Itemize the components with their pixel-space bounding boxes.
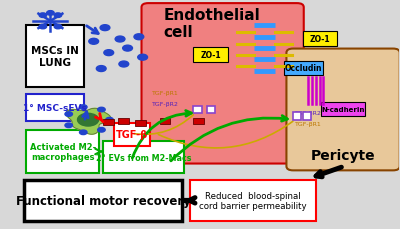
Text: Functional motor recovery: Functional motor recovery: [16, 194, 190, 207]
Circle shape: [98, 128, 105, 133]
FancyBboxPatch shape: [194, 118, 204, 125]
FancyBboxPatch shape: [118, 118, 129, 125]
Text: Pericyte: Pericyte: [311, 148, 376, 162]
Circle shape: [89, 39, 98, 45]
Text: ZO-1: ZO-1: [310, 35, 330, 44]
Text: 1° MSC-sEVs: 1° MSC-sEVs: [23, 103, 87, 112]
Circle shape: [54, 25, 62, 30]
Circle shape: [80, 105, 87, 110]
Circle shape: [39, 14, 47, 18]
FancyBboxPatch shape: [26, 94, 84, 121]
Circle shape: [54, 14, 62, 18]
Circle shape: [134, 35, 144, 41]
FancyBboxPatch shape: [103, 120, 114, 126]
FancyBboxPatch shape: [142, 4, 304, 164]
Circle shape: [98, 108, 105, 112]
Polygon shape: [66, 109, 111, 135]
Circle shape: [39, 25, 47, 30]
FancyBboxPatch shape: [194, 106, 202, 113]
Text: ZO-1: ZO-1: [200, 51, 221, 60]
Circle shape: [47, 11, 54, 16]
Circle shape: [80, 131, 87, 135]
Circle shape: [119, 62, 129, 68]
Text: Endothelial
cell: Endothelial cell: [163, 8, 260, 40]
Circle shape: [96, 66, 106, 72]
FancyBboxPatch shape: [284, 61, 323, 76]
FancyBboxPatch shape: [303, 32, 337, 47]
FancyBboxPatch shape: [190, 180, 316, 221]
Circle shape: [123, 46, 132, 52]
FancyBboxPatch shape: [207, 106, 215, 113]
Circle shape: [100, 26, 110, 31]
FancyBboxPatch shape: [303, 113, 311, 120]
Circle shape: [65, 123, 72, 128]
Circle shape: [78, 114, 98, 126]
FancyBboxPatch shape: [194, 48, 228, 63]
Text: TGF-βR1: TGF-βR1: [295, 121, 322, 126]
Text: 2° EVs from M2-Macs: 2° EVs from M2-Macs: [96, 153, 191, 162]
FancyBboxPatch shape: [322, 102, 365, 117]
FancyBboxPatch shape: [24, 180, 182, 221]
Text: MSCs IN
LUNG: MSCs IN LUNG: [31, 46, 79, 68]
Text: N-cadherin: N-cadherin: [321, 106, 365, 112]
FancyBboxPatch shape: [135, 121, 146, 127]
Text: Reduced  blood-spinal
cord barrier permeability: Reduced blood-spinal cord barrier permea…: [199, 191, 306, 210]
Text: Occludin: Occludin: [285, 64, 322, 73]
Circle shape: [65, 112, 72, 117]
Text: Activated M2-
macrophages: Activated M2- macrophages: [30, 142, 96, 161]
Circle shape: [104, 50, 114, 56]
Text: TGF-βR1: TGF-βR1: [152, 90, 179, 95]
FancyBboxPatch shape: [286, 49, 400, 171]
Text: TGF-βR2: TGF-βR2: [152, 102, 179, 107]
Circle shape: [138, 55, 148, 61]
Circle shape: [115, 37, 125, 43]
FancyBboxPatch shape: [26, 130, 99, 173]
FancyBboxPatch shape: [293, 113, 302, 120]
FancyBboxPatch shape: [103, 142, 184, 173]
Text: TGF-βR2: TGF-βR2: [295, 111, 322, 116]
FancyBboxPatch shape: [26, 26, 84, 87]
FancyBboxPatch shape: [160, 118, 170, 125]
Circle shape: [106, 118, 113, 123]
Text: TGF-β: TGF-β: [116, 130, 148, 140]
FancyBboxPatch shape: [114, 124, 150, 146]
